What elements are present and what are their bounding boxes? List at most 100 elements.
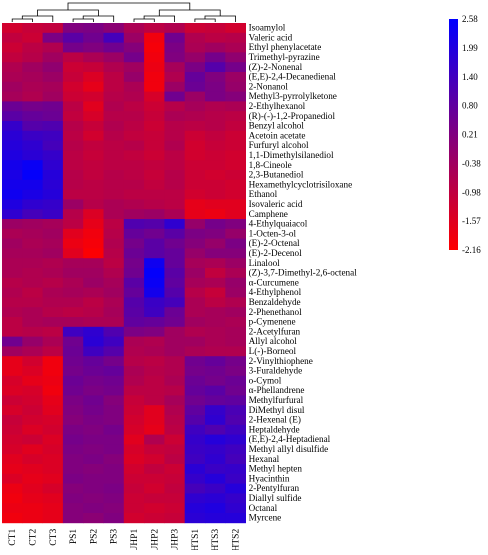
heatmap-cell: [184, 62, 206, 73]
heatmap-cell: [22, 385, 43, 396]
heatmap-cell: [42, 42, 64, 53]
heatmap-cell: [184, 307, 206, 318]
heatmap-cell: [225, 473, 246, 484]
heatmap-cell: [103, 268, 125, 279]
heatmap-cell: [62, 32, 84, 43]
heatmap-cell: [2, 189, 23, 200]
heatmap-cell: [123, 424, 145, 435]
heatmap-cell: [103, 199, 125, 210]
heatmap-cell: [164, 52, 186, 63]
heatmap-cell: [225, 238, 246, 249]
heatmap-cell: [144, 62, 165, 73]
heatmap-cell: [42, 424, 64, 435]
heatmap-cell: [184, 238, 206, 249]
heatmap-cell: [205, 444, 226, 455]
heatmap-cell: [83, 140, 104, 151]
heatmap-cell: [123, 444, 145, 455]
heatmap-cell: [62, 72, 84, 83]
heatmap-cell: [2, 42, 23, 53]
heatmap-cell: [22, 160, 43, 171]
heatmap-cell: [144, 473, 165, 484]
row-label: Hyacinthin: [249, 473, 290, 483]
heatmap-cell: [62, 258, 84, 269]
heatmap-cell: [205, 503, 226, 514]
heatmap-cell: [144, 72, 165, 83]
heatmap-cell: [144, 464, 165, 475]
heatmap-cell: [2, 238, 23, 249]
heatmap-cell: [42, 385, 64, 396]
heatmap-cell: [164, 317, 186, 328]
heatmap-cell: [225, 160, 246, 171]
heatmap-cell: [103, 375, 125, 386]
heatmap-cell: [83, 356, 104, 367]
heatmap-cell: [225, 287, 246, 298]
heatmap-cell: [83, 434, 104, 445]
heatmap-cell: [164, 395, 186, 406]
heatmap-cell: [205, 346, 226, 357]
heatmap-cell: [22, 375, 43, 386]
column-label: HTS2: [232, 529, 242, 550]
heatmap-cell: [62, 375, 84, 386]
heatmap-cell: [164, 170, 186, 181]
row-label: Myrcene: [249, 513, 282, 523]
heatmap-cell: [22, 395, 43, 406]
heatmap-cell: [2, 493, 23, 504]
heatmap-cell: [42, 170, 64, 181]
heatmap-cell: [184, 356, 206, 367]
heatmap-cell: [83, 52, 104, 63]
heatmap-cell: [225, 424, 246, 435]
column-label: UHP1: [130, 529, 140, 550]
heatmap-cell: [22, 121, 43, 132]
heatmap-cell: [22, 493, 43, 504]
row-label: Valeric acid: [249, 32, 293, 42]
heatmap-cell: [2, 424, 23, 435]
heatmap-cell: [123, 23, 145, 34]
heatmap-cell: [184, 464, 206, 475]
colorbar-tick-label: 0.80: [462, 101, 478, 111]
heatmap-cell: [184, 111, 206, 122]
heatmap-cell: [123, 317, 145, 328]
heatmap-cell: [42, 228, 64, 239]
heatmap-cell: [164, 91, 186, 102]
heatmap-cell: [225, 219, 246, 230]
heatmap-cell: [164, 326, 186, 337]
heatmap-cell: [2, 307, 23, 318]
heatmap-cell: [2, 277, 23, 288]
heatmap-cell: [164, 179, 186, 190]
heatmap-cell: [123, 101, 145, 112]
heatmap-cell: [205, 199, 226, 210]
heatmap-cell: [22, 72, 43, 83]
heatmap-cell: [22, 454, 43, 465]
heatmap-cell: [123, 493, 145, 504]
heatmap-cell: [164, 385, 186, 396]
heatmap-cell: [103, 62, 125, 73]
heatmap-cell: [184, 375, 206, 386]
heatmap-cell: [2, 513, 23, 524]
heatmap-cell: [225, 258, 246, 269]
heatmap-cell: [205, 326, 226, 337]
heatmap-cell: [225, 366, 246, 377]
heatmap-cell: [225, 434, 246, 445]
heatmap-cell: [205, 483, 226, 494]
heatmap-cell: [42, 199, 64, 210]
heatmap-cell: [205, 32, 226, 43]
heatmap-cell: [123, 395, 145, 406]
heatmap-cell: [144, 375, 165, 386]
row-label: 2-Vinylthiophene: [249, 356, 313, 366]
heatmap-cell: [83, 199, 104, 210]
dendrogram-link: [72, 18, 94, 22]
heatmap-cell: [123, 111, 145, 122]
heatmap-cell: [103, 366, 125, 377]
heatmap-cell: [144, 23, 165, 34]
heatmap-cell: [225, 23, 246, 34]
heatmap-cell: [83, 32, 104, 43]
heatmap-cell: [83, 91, 104, 102]
heatmap-cell: [62, 52, 84, 63]
colorbar-gradient: [449, 19, 458, 250]
heatmap-cell: [164, 228, 186, 239]
heatmap-cell: [103, 405, 125, 416]
row-label: Trimethyl-pyrazine: [249, 52, 320, 62]
heatmap-cell: [225, 121, 246, 132]
heatmap-cell: [164, 111, 186, 122]
heatmap-cell: [42, 277, 64, 288]
